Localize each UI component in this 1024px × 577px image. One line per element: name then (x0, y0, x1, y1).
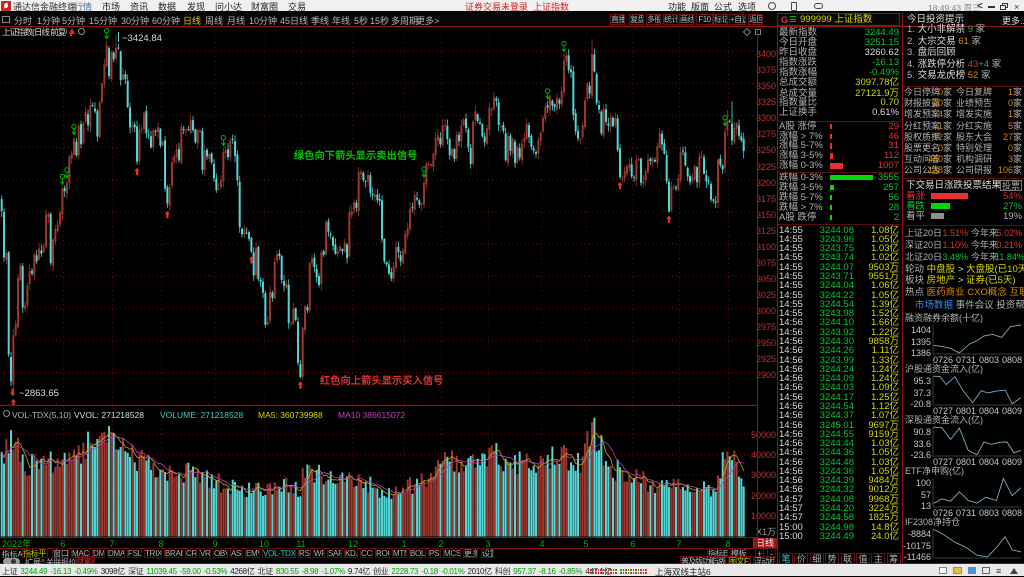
svg-text:~2863.65: ~2863.65 (19, 388, 59, 399)
svg-text:~3424.84: ~3424.84 (122, 33, 162, 44)
